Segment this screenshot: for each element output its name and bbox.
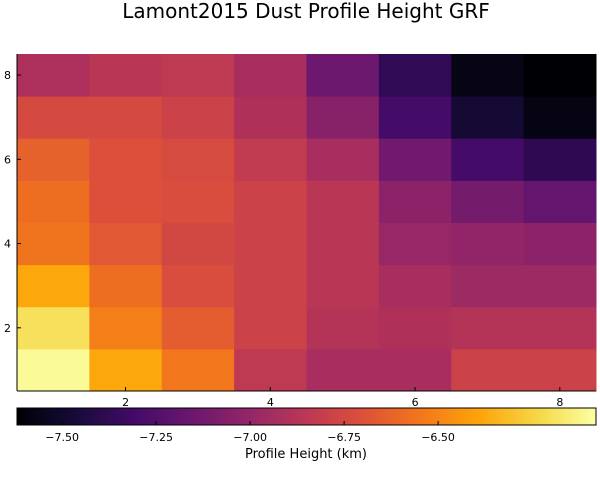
heatmap-cell-4-8 — [234, 54, 307, 97]
heatmap-cell-1-3 — [17, 264, 90, 308]
heatmap-cell-8-4 — [523, 222, 597, 266]
heatmap-cell-6-2 — [378, 306, 452, 350]
heatmap-cell-6-4 — [378, 222, 452, 266]
x-tick-label: 4 — [267, 396, 274, 409]
colorbar-tick-label: −6.75 — [327, 431, 361, 444]
heatmap-cell-5-1 — [306, 348, 380, 392]
heatmap-cell-8-8 — [523, 54, 597, 97]
heatmap-cell-4-3 — [234, 264, 307, 308]
heatmap-cell-8-2 — [523, 306, 597, 350]
heatmap-cell-4-7 — [234, 96, 307, 139]
heatmap-cell-2-1 — [89, 348, 163, 392]
heatmap-cell-1-6 — [17, 138, 90, 181]
colorbar-tick-label: −7.00 — [233, 431, 267, 444]
heatmap-cell-5-3 — [306, 264, 380, 308]
heatmap-cell-3-4 — [161, 222, 235, 266]
colorbar-label: Profile Height (km) — [245, 447, 367, 462]
heatmap-cell-6-1 — [378, 348, 452, 392]
heatmap-cell-2-3 — [89, 264, 163, 308]
heatmap-cell-1-2 — [17, 306, 90, 350]
heatmap-cell-2-2 — [89, 306, 163, 350]
heatmap-cell-3-6 — [161, 138, 235, 181]
colorbar-tick-label: −6.50 — [421, 431, 455, 444]
heatmap-cell-8-5 — [523, 180, 597, 223]
heatmap-cell-4-5 — [234, 180, 307, 223]
heatmap-cell-7-7 — [451, 96, 525, 139]
heatmap-cell-6-5 — [378, 180, 452, 223]
heatmap-cell-5-5 — [306, 180, 380, 223]
x-tick-label: 6 — [412, 396, 419, 409]
heatmap-cell-8-1 — [523, 348, 597, 392]
heatmap-cell-7-5 — [451, 180, 525, 223]
heatmap-cell-7-4 — [451, 222, 525, 266]
heatmap-cell-1-8 — [17, 54, 90, 97]
heatmap-cell-1-1 — [17, 348, 90, 392]
heatmap-cell-3-1 — [161, 348, 235, 392]
heatmap-cell-7-2 — [451, 306, 525, 350]
heatmap-cell-2-6 — [89, 138, 163, 181]
heatmap-cell-1-4 — [17, 222, 90, 266]
heatmap-cell-3-5 — [161, 180, 235, 223]
heatmap-cell-5-2 — [306, 306, 380, 350]
heatmap-cell-8-7 — [523, 96, 597, 139]
heatmap-cell-3-8 — [161, 54, 235, 97]
colorbar-tick-label: −7.25 — [139, 431, 173, 444]
heatmap-cell-6-3 — [378, 264, 452, 308]
x-tick-label: 2 — [122, 396, 129, 409]
colorbar-tick-label: −7.50 — [45, 431, 79, 444]
chart-title: Lamont2015 Dust Profile Height GRF — [122, 0, 490, 23]
heatmap-cells — [17, 54, 597, 392]
y-tick-label: 4 — [4, 238, 11, 251]
heatmap-cell-5-4 — [306, 222, 380, 266]
heatmap-cell-2-4 — [89, 222, 163, 266]
heatmap-cell-5-8 — [306, 54, 380, 97]
heatmap-cell-5-7 — [306, 96, 380, 139]
heatmap-cell-7-6 — [451, 138, 525, 181]
heatmap-cell-1-7 — [17, 96, 90, 139]
heatmap-cell-6-6 — [378, 138, 452, 181]
y-tick-label: 6 — [4, 153, 11, 166]
heatmap-cell-3-7 — [161, 96, 235, 139]
heatmap-cell-2-5 — [89, 180, 163, 223]
y-tick-label: 2 — [4, 322, 11, 335]
heatmap-cell-7-8 — [451, 54, 525, 97]
colorbar-gradient — [16, 407, 597, 426]
plot-axes: 2 4 6 8 2 4 6 8 — [4, 54, 596, 409]
heatmap-cell-1-5 — [17, 180, 90, 223]
heatmap-cell-6-7 — [378, 96, 452, 139]
heatmap-cell-3-3 — [161, 264, 235, 308]
colorbar: −7.50 −7.25 −7.00 −6.75 −6.50 — [16, 407, 597, 444]
heatmap-cell-4-4 — [234, 222, 307, 266]
heatmap-cell-3-2 — [161, 306, 235, 350]
heatmap-cell-2-8 — [89, 54, 163, 97]
y-tick-label: 8 — [4, 69, 11, 82]
heatmap-cell-4-6 — [234, 138, 307, 181]
heatmap-cell-5-6 — [306, 138, 380, 181]
heatmap-cell-6-8 — [378, 54, 452, 97]
heatmap-cell-8-3 — [523, 264, 597, 308]
heatmap-cell-2-7 — [89, 96, 163, 139]
heatmap-cell-7-1 — [451, 348, 525, 392]
heatmap-cell-4-2 — [234, 306, 307, 350]
heatmap-cell-4-1 — [234, 348, 307, 392]
x-tick-label: 8 — [556, 396, 563, 409]
heatmap-cell-7-3 — [451, 264, 525, 308]
heatmap-cell-8-6 — [523, 138, 597, 181]
